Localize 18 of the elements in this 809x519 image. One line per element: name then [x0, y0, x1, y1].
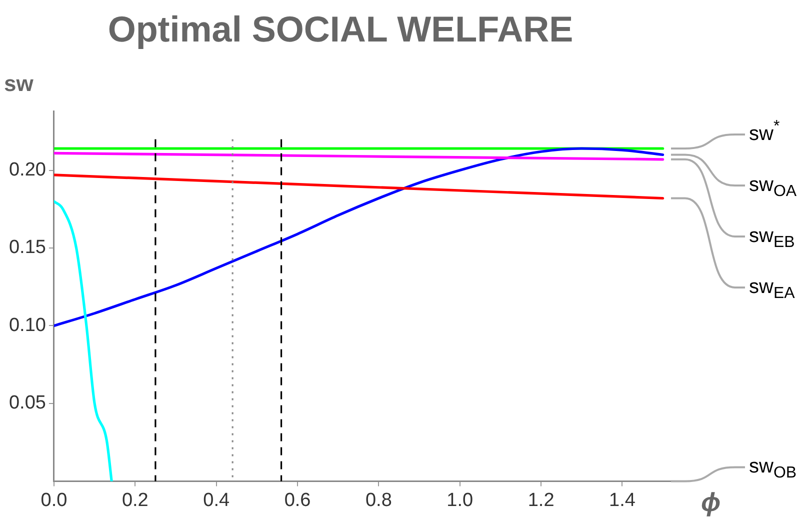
y-tick-label: 0.05	[8, 392, 46, 414]
x-tick-label: 0.6	[284, 490, 311, 511]
line-series	[54, 147, 664, 328]
x-tick-label: 0.0	[40, 490, 68, 511]
text: sw*	[749, 118, 780, 146]
chart-title: Optimal SOCIAL WELFARE	[108, 8, 574, 50]
x-tick-label: 0.8	[365, 490, 392, 511]
x-tick-label: 0.4	[203, 490, 230, 511]
line-series	[54, 200, 113, 482]
x-tick-label: 1.2	[528, 490, 554, 511]
x-axis-title: ϕ	[701, 487, 721, 518]
x-tick-label: 0.2	[122, 490, 148, 511]
y-axis-title: sw	[4, 71, 34, 96]
x-tick-label: 1.0	[446, 490, 474, 511]
y-tick-label: 0.20	[8, 160, 46, 181]
y-tick-label: 0.15	[8, 237, 46, 258]
x-tick-label: 1.4	[609, 490, 636, 511]
y-tick-label: 0.10	[8, 314, 46, 336]
